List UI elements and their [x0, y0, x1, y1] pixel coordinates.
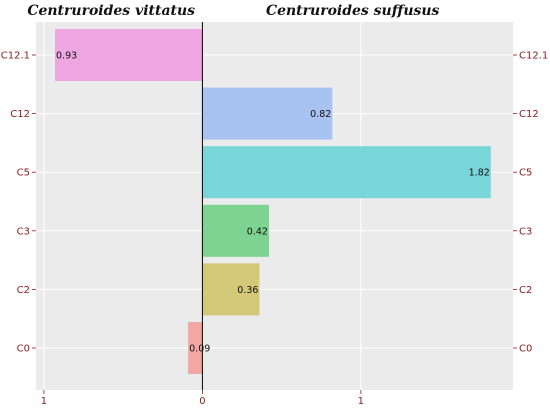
- category-label-left: C0: [17, 344, 30, 355]
- data-label-C12.1: 0.93: [56, 51, 77, 62]
- category-label-right: C2: [519, 285, 532, 296]
- data-labels: 0.93 0.82 1.82 0.42 0.36 0.09: [56, 51, 490, 355]
- category-label-right: C12.1: [519, 51, 548, 62]
- category-labels-left: C12.1 C12 C5 C3 C2 C0: [1, 51, 36, 355]
- category-label-left: C3: [17, 226, 30, 237]
- bars: [55, 29, 491, 374]
- bar-C0: [188, 322, 203, 374]
- category-label-left: C5: [17, 168, 30, 179]
- bar-C3: [202, 204, 269, 257]
- category-label-right: C3: [519, 226, 532, 237]
- data-label-C2: 0.36: [237, 285, 258, 296]
- data-label-C12: 0.82: [310, 109, 331, 120]
- category-label-left: C12: [10, 109, 30, 120]
- category-label-right: C0: [519, 344, 532, 355]
- category-label-left: C2: [17, 285, 30, 296]
- x-tick-label: 1: [358, 396, 364, 407]
- x-axis-ticks: 1 0 1: [41, 390, 364, 407]
- left-title: Centruroides vittatus: [27, 3, 195, 19]
- bar-C2: [202, 263, 260, 316]
- data-label-C5: 1.82: [469, 168, 490, 179]
- category-labels-right: C12.1 C12 C5 C3 C2 C0: [513, 51, 548, 355]
- data-label-C3: 0.42: [247, 226, 268, 237]
- right-title: Centruroides suffusus: [266, 3, 440, 19]
- bar-C12: [202, 87, 333, 140]
- panel-background: [36, 22, 513, 390]
- bar-C5: [202, 146, 491, 199]
- category-label-left: C12.1: [1, 51, 30, 62]
- category-label-right: C12: [519, 109, 539, 120]
- category-label-right: C5: [519, 168, 532, 179]
- bar-C12.1: [55, 29, 203, 81]
- data-label-C0: 0.09: [189, 344, 210, 355]
- x-tick-label: 0: [199, 396, 205, 407]
- x-tick-label: 1: [41, 396, 47, 407]
